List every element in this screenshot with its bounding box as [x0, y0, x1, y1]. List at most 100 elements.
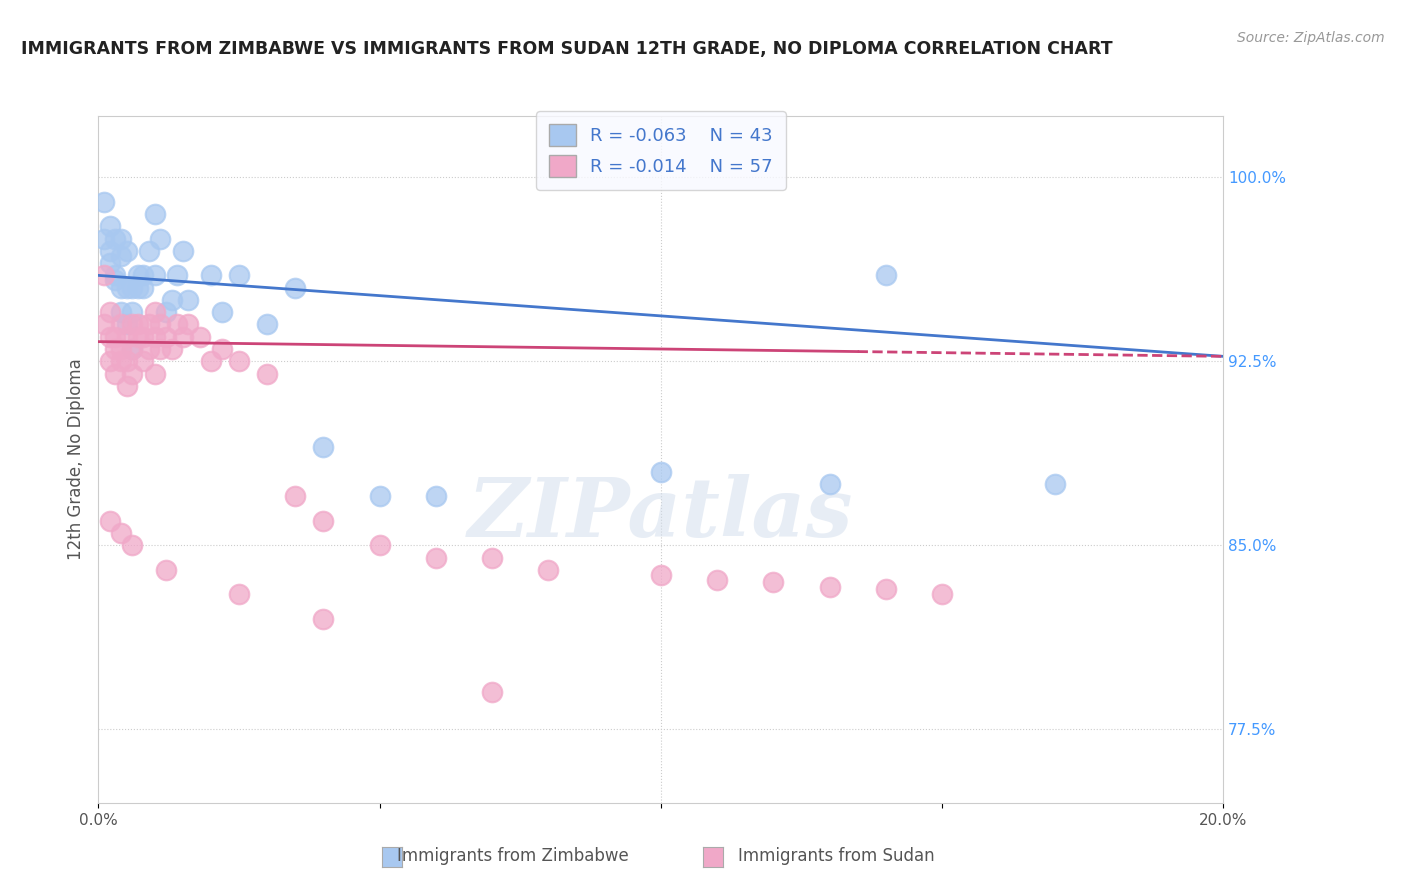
- Point: [98, 305, 121, 319]
- Point: [160, 342, 183, 356]
- Point: [875, 268, 897, 283]
- Point: [93, 231, 115, 245]
- Point: [650, 465, 672, 479]
- Point: [818, 580, 841, 594]
- Point: [284, 280, 307, 294]
- Point: [98, 329, 121, 343]
- Point: [160, 293, 183, 307]
- Point: [110, 354, 132, 368]
- Point: [104, 342, 127, 356]
- Point: [138, 318, 160, 332]
- Point: [110, 318, 132, 332]
- Point: [115, 244, 138, 258]
- Point: [98, 244, 121, 258]
- Point: [155, 305, 177, 319]
- Point: [368, 538, 391, 552]
- Point: [127, 280, 149, 294]
- Point: [143, 305, 166, 319]
- Point: [706, 573, 728, 587]
- Point: [537, 563, 560, 577]
- Point: [115, 280, 138, 294]
- Point: [481, 685, 503, 699]
- Point: [228, 268, 250, 283]
- Point: [127, 329, 149, 343]
- Text: ZIPatlas: ZIPatlas: [468, 475, 853, 554]
- Point: [98, 514, 121, 528]
- Point: [155, 329, 177, 343]
- Point: [143, 329, 166, 343]
- Point: [177, 318, 200, 332]
- Point: [211, 342, 233, 356]
- Point: [93, 318, 115, 332]
- Point: [104, 367, 127, 381]
- Text: Source: ZipAtlas.com: Source: ZipAtlas.com: [1237, 31, 1385, 45]
- Point: [172, 244, 194, 258]
- Point: [149, 318, 172, 332]
- Point: [132, 268, 155, 283]
- Point: [481, 550, 503, 565]
- Point: [121, 342, 143, 356]
- Point: [132, 329, 155, 343]
- Point: [138, 244, 160, 258]
- Point: [818, 476, 841, 491]
- Point: [312, 514, 335, 528]
- Point: [256, 318, 278, 332]
- Point: [104, 273, 127, 287]
- Point: [200, 354, 222, 368]
- Point: [132, 354, 155, 368]
- Point: [256, 367, 278, 381]
- Point: [115, 318, 138, 332]
- Text: IMMIGRANTS FROM ZIMBABWE VS IMMIGRANTS FROM SUDAN 12TH GRADE, NO DIPLOMA CORRELA: IMMIGRANTS FROM ZIMBABWE VS IMMIGRANTS F…: [21, 40, 1112, 58]
- Point: [104, 268, 127, 283]
- Point: [98, 256, 121, 270]
- Point: [110, 249, 132, 263]
- Point: [931, 587, 953, 601]
- Point: [188, 329, 211, 343]
- Point: [149, 231, 172, 245]
- Point: [121, 318, 143, 332]
- Point: [110, 231, 132, 245]
- Point: [200, 268, 222, 283]
- Text: Immigrants from Sudan: Immigrants from Sudan: [738, 847, 935, 864]
- Point: [762, 574, 785, 589]
- Point: [132, 280, 155, 294]
- Point: [875, 582, 897, 597]
- Point: [121, 367, 143, 381]
- Point: [143, 207, 166, 221]
- Point: [115, 378, 138, 392]
- Point: [93, 268, 115, 283]
- Point: [110, 305, 132, 319]
- Y-axis label: 12th Grade, No Diploma: 12th Grade, No Diploma: [66, 359, 84, 560]
- Point: [211, 305, 233, 319]
- Point: [115, 354, 138, 368]
- Point: [110, 526, 132, 541]
- Point: [127, 318, 149, 332]
- Point: [115, 329, 138, 343]
- Point: [312, 612, 335, 626]
- Point: [143, 367, 166, 381]
- Point: [425, 489, 447, 503]
- Point: [1043, 476, 1066, 491]
- Point: [228, 354, 250, 368]
- Point: [166, 318, 188, 332]
- Point: [93, 194, 115, 209]
- Point: [368, 489, 391, 503]
- Point: [155, 563, 177, 577]
- Point: [121, 342, 143, 356]
- Point: [104, 329, 127, 343]
- Point: [650, 567, 672, 582]
- Point: [121, 538, 143, 552]
- Text: Immigrants from Zimbabwe: Immigrants from Zimbabwe: [398, 847, 628, 864]
- Point: [228, 587, 250, 601]
- Legend: R = -0.063    N = 43, R = -0.014    N = 57: R = -0.063 N = 43, R = -0.014 N = 57: [536, 112, 786, 190]
- Point: [284, 489, 307, 503]
- Point: [110, 342, 132, 356]
- Point: [121, 305, 143, 319]
- Point: [425, 550, 447, 565]
- Point: [172, 329, 194, 343]
- Point: [312, 440, 335, 454]
- Point: [177, 293, 200, 307]
- Point: [166, 268, 188, 283]
- Point: [98, 354, 121, 368]
- Point: [127, 268, 149, 283]
